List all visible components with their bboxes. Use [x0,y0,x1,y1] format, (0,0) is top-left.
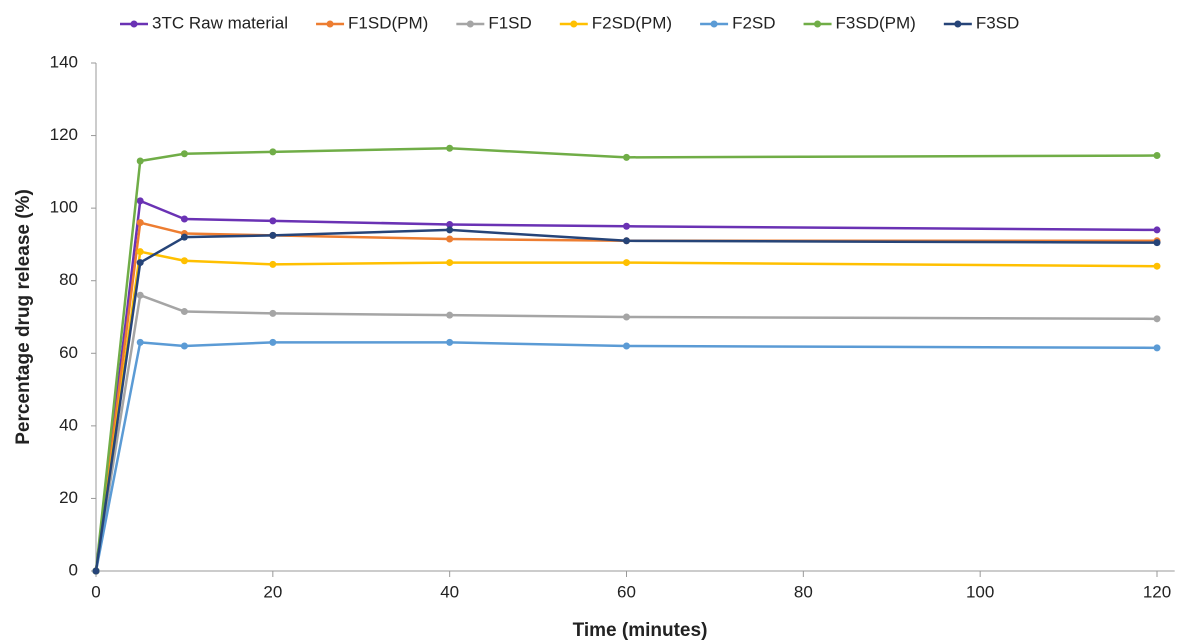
series-line [96,223,1157,571]
legend-label: F1SD(PM) [348,13,428,32]
series-point [181,150,188,157]
series-point [181,257,188,264]
series-point [137,197,144,204]
legend-marker [131,21,138,28]
y-tick-label: 100 [50,198,78,217]
y-tick-label: 40 [59,415,78,434]
series-point [137,292,144,299]
legend-marker [327,21,334,28]
series-point [137,259,144,266]
series-point [1154,152,1161,159]
series-point [623,237,630,244]
y-axis-title: Percentage drug release (%) [13,189,34,445]
series-point [446,259,453,266]
series-point [1154,263,1161,270]
series-point [93,568,100,575]
series-line [96,148,1157,571]
chart: Time (minutes) Percentage drug release (… [0,0,1188,644]
series-point [623,154,630,161]
legend-label: F2SD [732,13,775,32]
series-point [446,235,453,242]
y-tick-label: 20 [59,488,78,507]
series-point [269,217,276,224]
series-point [137,157,144,164]
series-point [623,223,630,230]
series-line [96,201,1157,571]
legend-label: F3SD [976,13,1019,32]
legend-marker [814,21,821,28]
series-point [269,232,276,239]
series-point [623,343,630,350]
series-point [623,259,630,266]
series-point [181,308,188,315]
y-tick-label: 80 [59,270,78,289]
series-point [623,314,630,321]
series-point [181,216,188,223]
series-point [181,234,188,241]
legend-marker [570,21,577,28]
series-point [269,310,276,317]
legend-label: 3TC Raw material [152,13,288,32]
series-point [446,312,453,319]
series-point [137,219,144,226]
series-point [269,339,276,346]
y-tick-label: 140 [50,52,78,71]
x-tick-label: 40 [440,582,459,601]
legend-marker [954,21,961,28]
legend-label: F2SD(PM) [592,13,672,32]
series-point [446,145,453,152]
legend-marker [711,21,718,28]
series-point [1154,239,1161,246]
series-point [269,261,276,268]
y-tick-label: 60 [59,343,78,362]
series-point [1154,344,1161,351]
x-tick-label: 20 [263,582,282,601]
y-tick-label: 0 [69,560,78,579]
x-tick-label: 120 [1143,582,1171,601]
legend-label: F1SD [488,13,531,32]
series-point [446,339,453,346]
series-line [96,252,1157,571]
series-line [96,230,1157,571]
legend-marker [467,21,474,28]
series-point [137,248,144,255]
series-point [181,343,188,350]
y-tick-label: 120 [50,125,78,144]
series-point [1154,315,1161,322]
series-line [96,295,1157,571]
series-point [269,148,276,155]
series-line [96,342,1157,571]
series-point [446,226,453,233]
x-axis-title: Time (minutes) [573,620,708,641]
x-tick-label: 60 [617,582,636,601]
legend-label: F3SD(PM) [836,13,916,32]
series-point [137,339,144,346]
x-tick-label: 0 [91,582,100,601]
x-tick-label: 80 [794,582,813,601]
series-point [1154,226,1161,233]
x-tick-label: 100 [966,582,994,601]
